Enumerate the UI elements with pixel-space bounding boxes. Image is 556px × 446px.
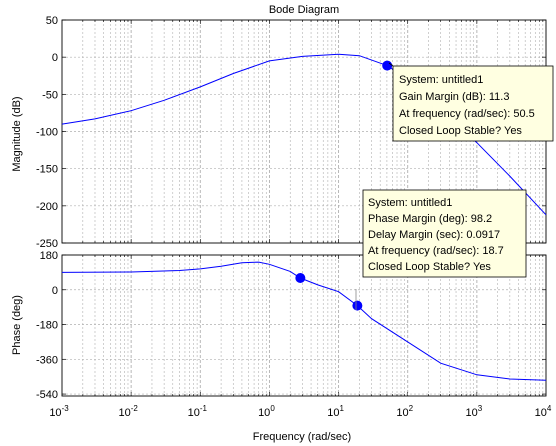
phase-tooltip-delay: Delay Margin (sec): 0.0917 (368, 229, 500, 241)
gain-tooltip-system: System: untitled1 (399, 74, 483, 86)
gain-tooltip-frequency: At frequency (rad/sec): 50.5 (399, 108, 535, 120)
frequency-xlabel: Frequency (rad/sec) (253, 431, 351, 443)
y-tick-label: -360 (36, 354, 58, 366)
y-tick-label: 0 (52, 52, 58, 64)
magnitude-marker (382, 60, 393, 71)
magnitude-ylabel: Magnitude (dB) (11, 96, 23, 171)
gain-margin-tooltip[interactable]: System: untitled1 Gain Margin (dB): 11.3… (388, 62, 554, 142)
gain-tooltip-margin: Gain Margin (dB): 11.3 (399, 91, 509, 103)
x-tick-label-exponent: 2 (409, 404, 414, 413)
x-tick-label: 103 (466, 404, 483, 419)
chart-title: Bode Diagram (269, 4, 339, 16)
phase-axes: 180 0 -180 -360 -540 (36, 250, 547, 401)
y-tick-label: -540 (36, 389, 58, 401)
gain-tooltip-stable: Closed Loop Stable? Yes (399, 125, 522, 137)
phase-ylabel: Phase (deg) (11, 295, 23, 355)
phase-tooltip-frequency: At frequency (rad/sec): 18.7 (368, 245, 504, 257)
y-tick-label: -150 (36, 164, 58, 176)
phase-marker (295, 272, 306, 283)
x-tick-label-exponent: -2 (131, 404, 139, 413)
phase-tooltip-margin: Phase Margin (deg): 98.2 (368, 213, 492, 225)
y-tick-label: 180 (40, 250, 58, 262)
x-tick-label: 10-1 (188, 404, 208, 419)
gain-tooltip-pointer (388, 62, 394, 67)
x-tick-label-base: 10 (49, 407, 61, 419)
x-tick-label-base: 10 (535, 407, 547, 419)
phase-margin-tooltip[interactable]: System: untitled1 Phase Margin (deg): 98… (355, 189, 527, 310)
x-tick-label: 100 (258, 404, 275, 419)
y-tick-label: -200 (36, 201, 58, 213)
phase-tooltip-stable: Closed Loop Stable? Yes (368, 261, 491, 273)
axes-frame (61, 254, 547, 397)
x-tick-label-base: 10 (466, 407, 478, 419)
y-tick-label: 0 (52, 285, 58, 297)
y-tick-label: 50 (46, 15, 58, 27)
x-tick-label-exponent: -1 (200, 404, 208, 413)
x-tick-label-base: 10 (188, 407, 200, 419)
x-tick-label-base: 10 (258, 407, 270, 419)
x-tick-label-base: 10 (396, 407, 408, 419)
y-tick-label: -180 (36, 320, 58, 332)
x-tick-label-exponent: 4 (547, 404, 552, 413)
y-tick-label: -100 (36, 127, 58, 139)
x-tick-label: 10-3 (49, 404, 69, 419)
x-tick-label-base: 10 (327, 407, 339, 419)
x-tick-label-exponent: 0 (270, 404, 275, 413)
x-tick-label-base: 10 (118, 407, 130, 419)
y-tick-label: -50 (42, 89, 58, 101)
x-tick-label: 104 (535, 404, 552, 419)
x-tick-label-exponent: -3 (62, 404, 70, 413)
x-tick-label-exponent: 1 (339, 404, 344, 413)
phase-marker (352, 300, 363, 311)
y-tick-label: -250 (36, 238, 58, 250)
x-tick-labels: 10-3 10-2 10-1 100 101 102 103 104 (49, 404, 552, 419)
x-tick-label: 102 (396, 404, 413, 419)
x-tick-label: 101 (327, 404, 344, 419)
phase-tooltip-box (362, 189, 527, 278)
gain-tooltip-box (392, 65, 554, 142)
x-tick-label: 10-2 (118, 404, 138, 419)
x-tick-label-exponent: 3 (478, 404, 483, 413)
phase-tooltip-system: System: untitled1 (368, 197, 452, 209)
